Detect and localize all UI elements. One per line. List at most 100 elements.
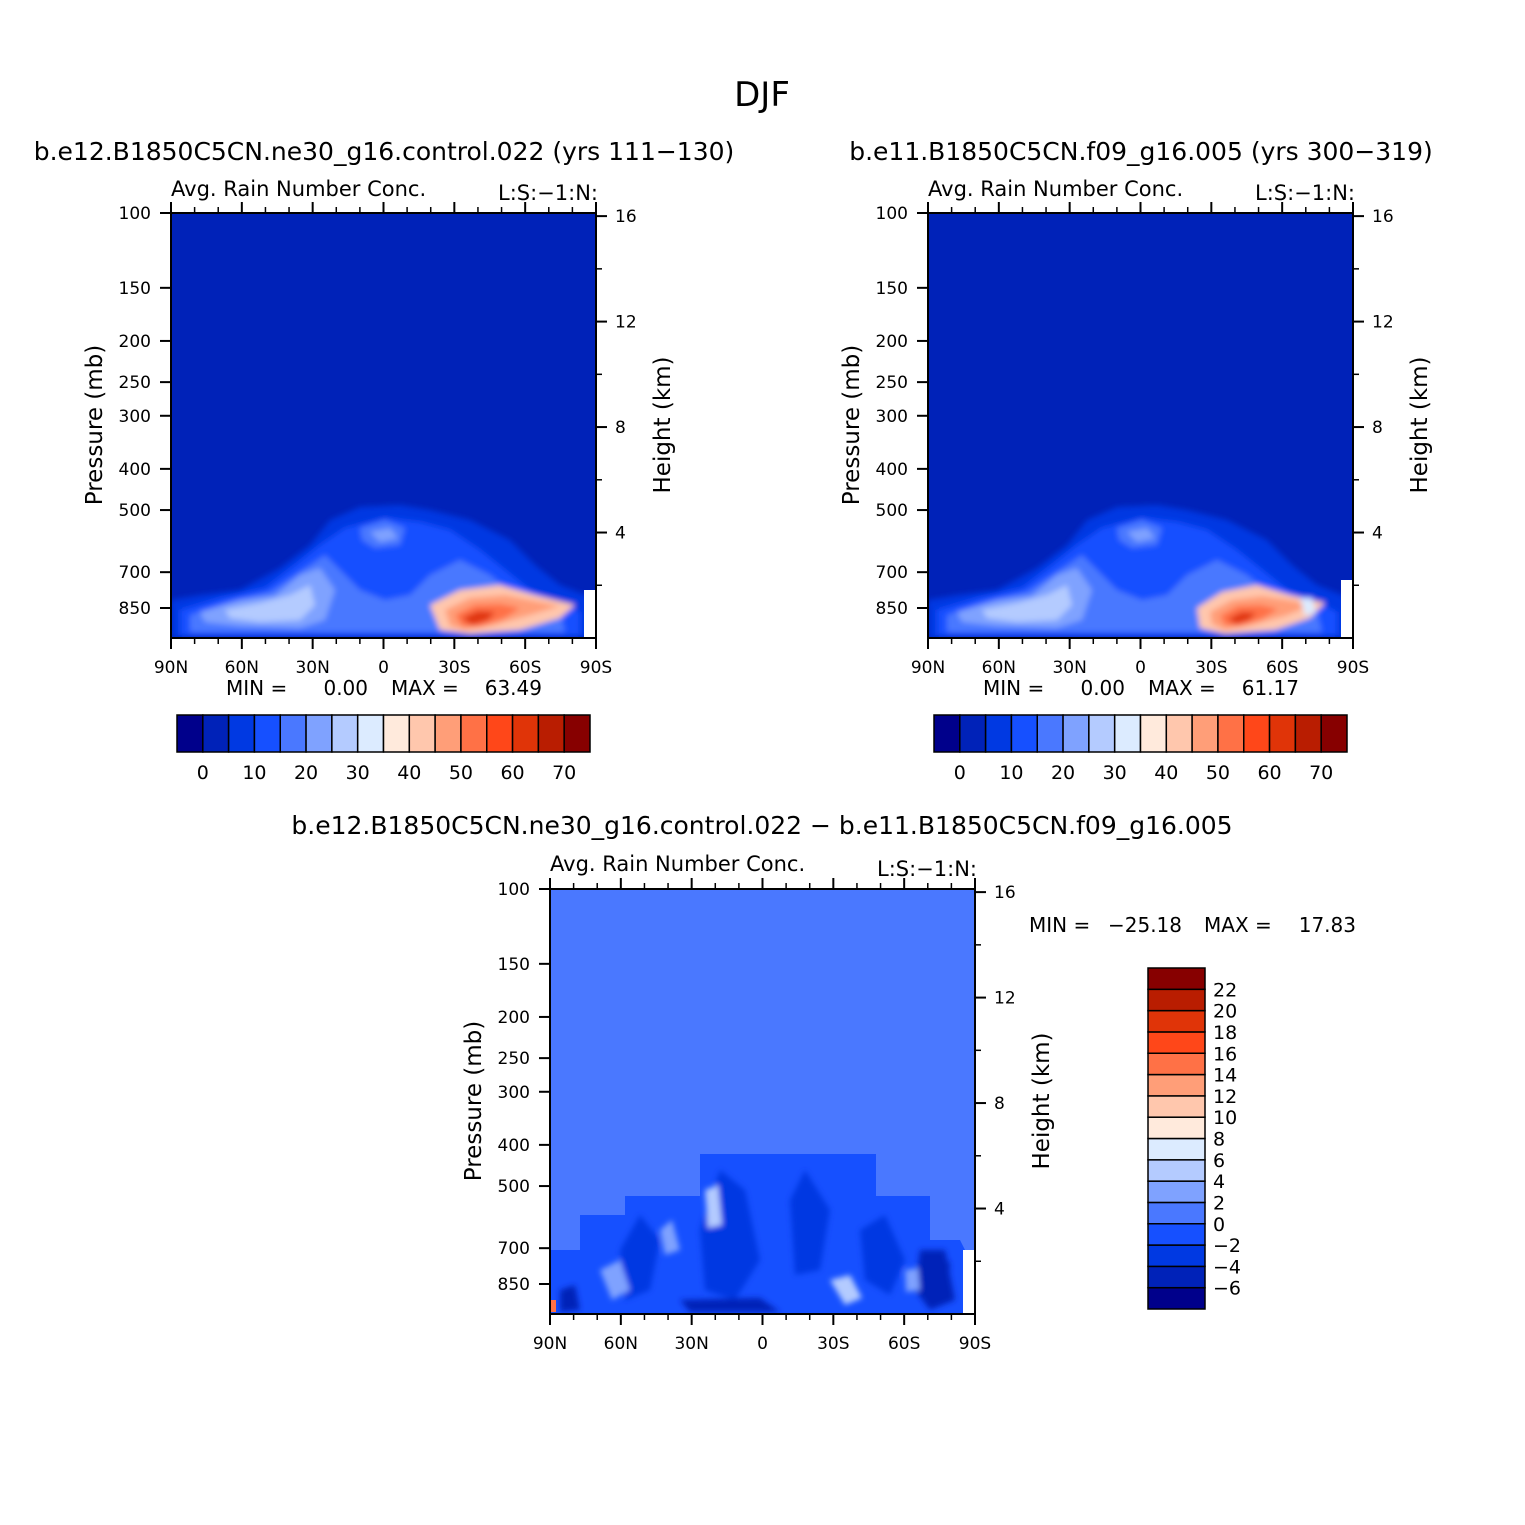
colorbar-swatch bbox=[486, 714, 514, 753]
colorbar-label: 0 bbox=[1213, 1214, 1225, 1236]
colorbar-label: 10 bbox=[242, 762, 266, 784]
y-tick-label: 500 bbox=[498, 1177, 530, 1197]
colorbar-swatch bbox=[511, 714, 540, 753]
max-label: MAX = bbox=[1204, 913, 1272, 937]
colorbar-label: 40 bbox=[1154, 762, 1178, 784]
colorbar-label: −4 bbox=[1213, 1256, 1241, 1278]
y-tick-label: 250 bbox=[498, 1049, 530, 1069]
colorbar-swatch bbox=[1268, 714, 1297, 753]
colorbar-swatch bbox=[279, 714, 307, 753]
y-tick-label: 150 bbox=[876, 279, 908, 299]
colorbar-swatch bbox=[959, 714, 987, 753]
y-tick-label: 200 bbox=[876, 332, 908, 352]
axes: 90N 60N 30N 0 30S 60S 90S 100 150 200 250 300 400 500… bbox=[876, 202, 1394, 678]
y2-axis-label: Height (km) bbox=[1407, 356, 1433, 493]
colorbar-swatch bbox=[1147, 1073, 1206, 1097]
y-tick-label: 400 bbox=[119, 460, 151, 480]
colorbar-swatch bbox=[382, 714, 411, 753]
colorbar-swatch bbox=[1147, 1009, 1206, 1033]
y-axis-label: Pressure (mb) bbox=[839, 345, 865, 505]
min-value: −25.18 bbox=[1108, 913, 1182, 937]
y2-tick-label: 16 bbox=[994, 883, 1016, 903]
axes: 90N 60N 30N 0 30S 60S 90S 100 150 200 250 300 400 500… bbox=[119, 202, 637, 678]
colorbar-swatch bbox=[1088, 714, 1116, 753]
colorbar-label: 4 bbox=[1213, 1171, 1225, 1193]
y-tick-label: 250 bbox=[876, 373, 908, 393]
x-tick-label: 60N bbox=[225, 658, 259, 678]
x-tick-label: 90S bbox=[1337, 658, 1369, 678]
y-tick-label: 700 bbox=[876, 563, 908, 583]
y-tick-label: 200 bbox=[498, 1008, 530, 1028]
colorbar-label: 20 bbox=[1213, 1001, 1237, 1023]
x-tick-label: 60S bbox=[888, 1334, 920, 1354]
colorbar-swatch bbox=[1139, 714, 1168, 753]
colorbar-swatch bbox=[356, 714, 385, 753]
variable-label: Avg. Rain Number Conc. bbox=[171, 177, 426, 201]
colorbar-swatch bbox=[1010, 714, 1038, 753]
colorbar-swatch bbox=[1113, 714, 1142, 753]
colorbar-label: 0 bbox=[197, 762, 209, 784]
x-tick-label: 60S bbox=[509, 658, 541, 678]
x-tick-label: 0 bbox=[378, 658, 389, 678]
y2-tick-label: 4 bbox=[1372, 524, 1383, 544]
y-tick-label: 700 bbox=[119, 563, 151, 583]
x-tick-label: 30S bbox=[1195, 658, 1227, 678]
x-tick-label: 90S bbox=[580, 658, 612, 678]
variable-label: Avg. Rain Number Conc. bbox=[928, 177, 1183, 201]
colorbar-label: 70 bbox=[552, 762, 576, 784]
colorbar-label: 0 bbox=[954, 762, 966, 784]
colorbar-label: 14 bbox=[1213, 1065, 1237, 1087]
max-value: 17.83 bbox=[1299, 913, 1356, 937]
y2-tick-label: 16 bbox=[615, 207, 637, 227]
colorbar-label: 20 bbox=[1051, 762, 1075, 784]
contour-field bbox=[550, 889, 975, 1314]
colorbar-label: 60 bbox=[1257, 762, 1281, 784]
y2-tick-label: 16 bbox=[1372, 207, 1394, 227]
max-value: 63.49 bbox=[485, 676, 542, 700]
y-tick-label: 200 bbox=[119, 332, 151, 352]
colorbar-swatch bbox=[1147, 1201, 1206, 1225]
x-tick-label: 90N bbox=[533, 1334, 567, 1354]
colorbar-swatch bbox=[434, 714, 462, 753]
y2-tick-label: 12 bbox=[1372, 313, 1394, 333]
colorbar-swatch bbox=[176, 714, 204, 753]
missing-data-mask bbox=[1341, 580, 1353, 638]
colorbar-swatch bbox=[1320, 714, 1348, 753]
y2-tick-label: 4 bbox=[994, 1200, 1005, 1220]
colorbar-swatch bbox=[1147, 1031, 1206, 1054]
colorbar-label: 2 bbox=[1213, 1192, 1225, 1214]
min-value: 0.00 bbox=[1080, 676, 1125, 700]
colorbar-label: 50 bbox=[449, 762, 473, 784]
colorbar-label: 16 bbox=[1213, 1043, 1237, 1065]
y2-axis-label: Height (km) bbox=[650, 356, 676, 493]
colorbar-label: 30 bbox=[346, 762, 370, 784]
colorbar-label: 18 bbox=[1213, 1022, 1237, 1044]
colorbar-swatch bbox=[1147, 1286, 1206, 1310]
colorbar-label: 70 bbox=[1309, 762, 1333, 784]
colorbar: 0 10 20 30 40 50 60 70 bbox=[933, 714, 1348, 784]
colorbar-swatch bbox=[563, 714, 591, 753]
x-tick-label: 90N bbox=[911, 658, 945, 678]
y-tick-label: 850 bbox=[876, 599, 908, 619]
colorbar-label: 8 bbox=[1213, 1129, 1225, 1151]
colorbar-swatch bbox=[408, 714, 436, 753]
corner-label: L:S:−1:N: bbox=[877, 857, 977, 881]
y-tick-label: 250 bbox=[119, 373, 151, 393]
x-tick-label: 0 bbox=[757, 1334, 768, 1354]
panel-title: b.e11.B1850C5CN.f09_g16.005 (yrs 300−319… bbox=[849, 137, 1433, 166]
colorbar-label: −6 bbox=[1213, 1278, 1241, 1300]
colorbar-swatch bbox=[1243, 714, 1271, 753]
min-label: MIN = bbox=[1029, 913, 1090, 937]
colorbar-swatch bbox=[305, 714, 333, 753]
panel-control: b.e12.B1850C5CN.ne30_g16.control.022 (yr… bbox=[34, 137, 735, 784]
y-tick-label: 300 bbox=[498, 1083, 530, 1103]
y-tick-label: 150 bbox=[119, 279, 151, 299]
colorbar-swatch bbox=[1217, 714, 1245, 753]
panel-title: b.e12.B1850C5CN.ne30_g16.control.022 − b… bbox=[291, 811, 1232, 840]
y-tick-label: 700 bbox=[498, 1239, 530, 1259]
colorbar-swatch bbox=[1147, 1137, 1206, 1161]
colorbar-swatch bbox=[1147, 1095, 1206, 1118]
colorbar-swatch bbox=[984, 714, 1013, 753]
x-tick-label: 30S bbox=[817, 1334, 849, 1354]
